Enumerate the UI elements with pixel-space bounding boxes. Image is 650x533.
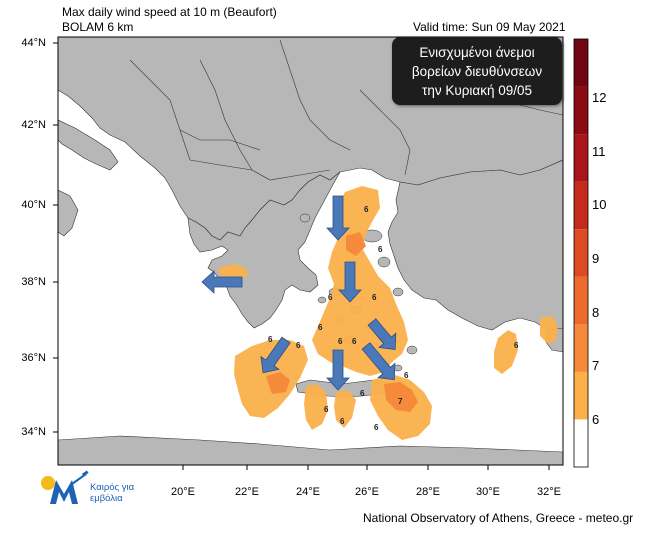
- annotation-line: Ενισχυμένοι άνεμοι: [419, 45, 535, 60]
- colorbar-bin: [574, 371, 588, 420]
- colorbar-label: 11: [592, 144, 606, 159]
- wind-zone-crete-south: [304, 384, 328, 430]
- colorbar-bin: [574, 276, 588, 325]
- sicily-land: [58, 189, 79, 237]
- colorbar-bin: [574, 134, 588, 182]
- wind-direction-arrow: [338, 261, 362, 303]
- lat-label: 44°N: [21, 37, 46, 49]
- lon-label: 20°E: [171, 486, 195, 498]
- logo-text: Καιρός για εμβόλια: [90, 482, 134, 504]
- wind-direction-arrow: [326, 349, 350, 391]
- wind-label: 6: [372, 293, 377, 302]
- logo-line: Καιρός για: [90, 482, 135, 493]
- lat-label: 38°N: [21, 276, 46, 288]
- wind-label: 6: [364, 205, 369, 214]
- wind-value-labels: 6 6 6 6 6 6 6 6 6 6 6 6 7 6 6 6: [268, 205, 519, 432]
- lon-label: 32°E: [537, 486, 561, 498]
- greece-mainland: [187, 171, 341, 329]
- valid-time: Valid time: Sun 09 May 2021: [413, 20, 566, 34]
- colorbar-bin: [574, 39, 588, 87]
- model-name: BOLAM 6 km: [62, 20, 134, 34]
- wind-label: 6: [340, 417, 345, 426]
- colorbar-label: 9: [592, 251, 600, 266]
- wind-label: 6: [328, 293, 333, 302]
- lat-label: 34°N: [21, 426, 46, 438]
- wind-zone-bf7-1: [384, 382, 418, 412]
- colorbar-bin: [574, 181, 588, 230]
- wind-direction-arrow: [367, 318, 397, 351]
- wind-label: 6: [374, 423, 379, 432]
- wind-label: 6: [324, 405, 329, 414]
- wind-zone-bf7-2: [266, 372, 290, 394]
- colorbar-bin: [574, 324, 588, 372]
- wind-direction-arrow: [326, 195, 350, 241]
- annotation-line: βορείων διευθύνσεων: [411, 64, 543, 79]
- annotation-box: Ενισχυμένοι άνεμοι βορείων διευθύνσεων τ…: [392, 37, 562, 105]
- lon-label: 28°E: [416, 486, 440, 498]
- turkey-land: [387, 159, 563, 331]
- lat-label: 40°N: [21, 199, 46, 211]
- map-frame: [57, 36, 564, 466]
- lon-label: 30°E: [476, 486, 500, 498]
- wind-label: 6: [360, 389, 365, 398]
- lon-label: 22°E: [235, 486, 259, 498]
- wind-direction-arrow: [361, 342, 396, 381]
- colorbar-bin: [574, 229, 588, 277]
- lon-label: 24°E: [296, 486, 320, 498]
- wind-arrows: [201, 195, 397, 391]
- wind-label: 7: [398, 397, 403, 406]
- wind-zone-ionian: [218, 264, 248, 280]
- colorbar-label: 8: [592, 305, 600, 320]
- colorbar-label: 7: [592, 358, 600, 373]
- annotation-line: την Κυριακή 09/05: [421, 83, 532, 98]
- lat-label: 36°N: [21, 352, 46, 364]
- footer-credit: National Observatory of Athens, Greece -…: [363, 511, 634, 525]
- africa-land: [58, 435, 563, 465]
- wind-label: 6: [514, 341, 519, 350]
- wind-direction-arrow: [260, 336, 291, 374]
- wind-label: 6: [318, 323, 323, 332]
- lon-label: 26°E: [355, 486, 379, 498]
- map-title: Max daily wind speed at 10 m (Beaufort): [62, 5, 277, 19]
- colorbar: [573, 38, 589, 468]
- wind-label: 6: [404, 371, 409, 380]
- colorbar-bin: [574, 419, 588, 467]
- wind-zone-crete-south2: [334, 390, 356, 428]
- country-borders: [129, 39, 563, 181]
- italy-land: [58, 119, 119, 171]
- wind-label: 6: [352, 337, 357, 346]
- logo-icon: [41, 470, 89, 504]
- wind-label: 6: [338, 337, 343, 346]
- colorbar-label: 6: [592, 412, 600, 427]
- colorbar-frame: [573, 38, 589, 468]
- wind-label: 6: [296, 341, 301, 350]
- colorbar-label: 10: [592, 197, 607, 212]
- colorbar-bin: [574, 86, 588, 135]
- wind-label: 6: [378, 245, 383, 254]
- axis-ticks: [53, 42, 550, 470]
- colorbar-label: 12: [592, 90, 607, 105]
- lat-label: 42°N: [21, 119, 46, 131]
- logo-line: εμβόλια: [90, 493, 123, 504]
- wind-label: 6: [268, 335, 273, 344]
- wind-zone-turkey-coast: [540, 316, 558, 344]
- wind-zone-bf7-3: [346, 232, 366, 256]
- wind-zone-cyprus-west: [494, 330, 518, 374]
- wind-direction-arrow: [201, 270, 243, 294]
